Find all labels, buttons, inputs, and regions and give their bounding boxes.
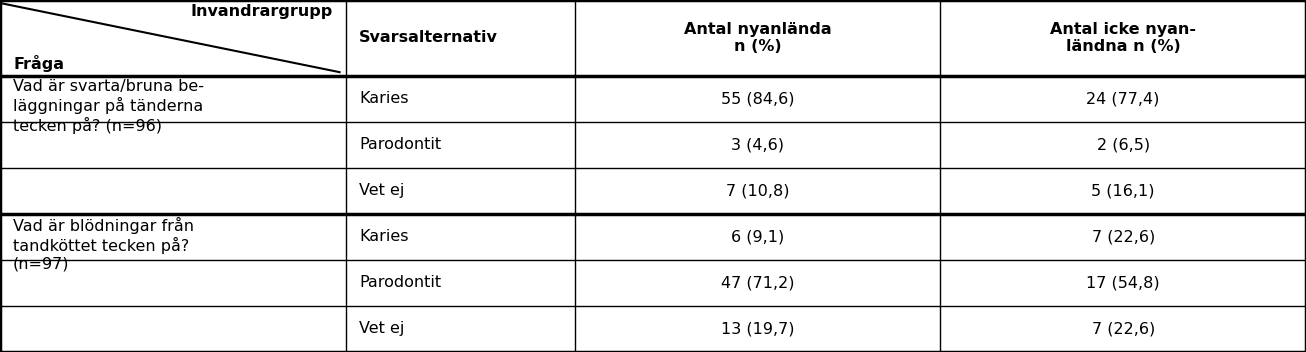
- Text: Karies: Karies: [359, 230, 409, 244]
- Text: 6 (9,1): 6 (9,1): [731, 230, 784, 244]
- Text: 7 (10,8): 7 (10,8): [726, 183, 789, 198]
- Text: 5 (16,1): 5 (16,1): [1092, 183, 1155, 198]
- Text: 13 (19,7): 13 (19,7): [721, 321, 794, 337]
- Text: Parodontit: Parodontit: [359, 275, 441, 290]
- Text: 24 (77,4): 24 (77,4): [1087, 91, 1160, 106]
- Text: Vet ej: Vet ej: [359, 321, 405, 337]
- Text: Parodontit: Parodontit: [359, 137, 441, 152]
- Text: Karies: Karies: [359, 91, 409, 106]
- Text: 55 (84,6): 55 (84,6): [721, 91, 794, 106]
- Text: Antal nyanlända
n (%): Antal nyanlända n (%): [683, 21, 832, 54]
- Text: 47 (71,2): 47 (71,2): [721, 275, 794, 290]
- Text: 17 (54,8): 17 (54,8): [1087, 275, 1160, 290]
- Text: Vad är svarta/bruna be-
läggningar på tänderna
tecken på? (n=96): Vad är svarta/bruna be- läggningar på tä…: [13, 79, 204, 134]
- Text: 3 (4,6): 3 (4,6): [731, 137, 784, 152]
- Text: Fråga: Fråga: [13, 55, 64, 72]
- Text: Vet ej: Vet ej: [359, 183, 405, 198]
- Text: Antal icke nyan-
ländna n (%): Antal icke nyan- ländna n (%): [1050, 21, 1196, 54]
- Text: Invandrargrupp: Invandrargrupp: [191, 4, 333, 19]
- Text: Vad är blödningar från
tandköttet tecken på?
(n=97): Vad är blödningar från tandköttet tecken…: [13, 217, 195, 272]
- Text: 7 (22,6): 7 (22,6): [1092, 321, 1155, 337]
- Text: 2 (6,5): 2 (6,5): [1097, 137, 1149, 152]
- Text: 7 (22,6): 7 (22,6): [1092, 230, 1155, 244]
- Text: Svarsalternativ: Svarsalternativ: [359, 30, 498, 45]
